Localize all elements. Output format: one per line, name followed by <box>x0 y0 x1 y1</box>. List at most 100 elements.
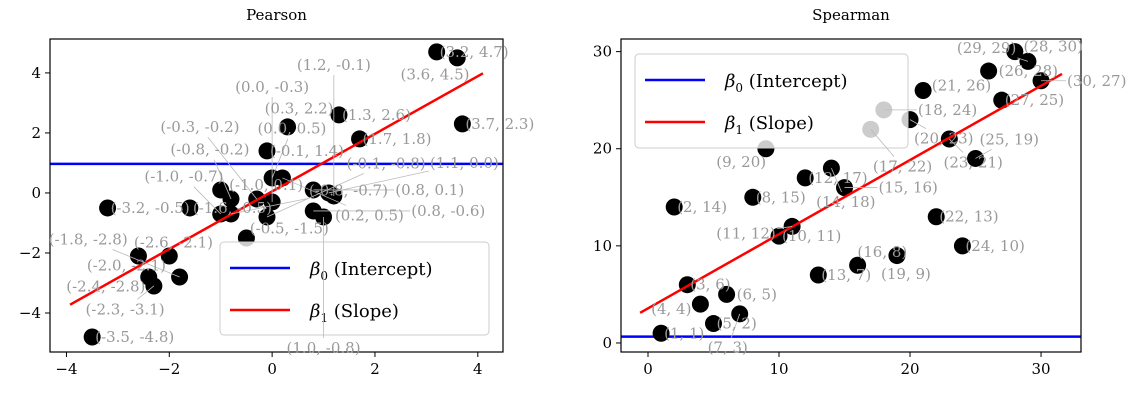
data-point <box>99 199 117 217</box>
legend-text: (Slope) <box>743 113 814 134</box>
label-leader-line <box>328 170 429 194</box>
data-point <box>809 266 827 284</box>
data-point <box>953 237 971 255</box>
data-point <box>351 130 369 148</box>
label-leader-line <box>230 198 308 215</box>
point-label: (18, 24) <box>918 101 977 119</box>
label-leader-line <box>137 285 155 300</box>
point-label: (1.2, -0.1) <box>297 56 371 74</box>
data-point <box>927 208 945 226</box>
point-label: (19, 9) <box>881 265 931 283</box>
point-label: (-0.5, -1.5) <box>250 219 329 237</box>
point-label: (3.7, 2.3) <box>465 115 534 133</box>
point-label: (15, 16) <box>879 179 938 197</box>
legend: β0 (Intercept) β1 (Slope) <box>219 241 490 336</box>
legend: β0 (Intercept) β1 (Slope) <box>634 53 909 149</box>
beta-subscript: 0 <box>735 81 743 95</box>
y-tick-label: 0 <box>31 184 41 202</box>
label-leader-line <box>831 168 842 193</box>
y-tick-label: 30 <box>593 43 612 61</box>
data-point <box>181 199 199 217</box>
y-tick-label: 4 <box>31 64 41 82</box>
data-point <box>258 142 276 160</box>
data-point <box>744 188 762 206</box>
legend-label: β1 (Slope) <box>309 301 399 325</box>
label-leader-line <box>776 226 793 230</box>
x-tick-label: −4 <box>55 360 77 378</box>
chart-title: Pearson <box>246 6 307 24</box>
x-tick-label: 0 <box>643 360 653 378</box>
legend-box <box>219 241 490 336</box>
data-point <box>129 247 147 265</box>
beta-subscript: 1 <box>320 311 328 325</box>
point-label: (1.3, 2.6) <box>342 106 411 124</box>
point-label: (0.8, -0.6) <box>411 202 485 220</box>
point-label: (0.8, 0.1) <box>395 181 464 199</box>
point-label: (-0.1, -0.8) <box>347 154 426 172</box>
beta-symbol: β <box>724 113 735 134</box>
point-label: (-1.8, -2.8) <box>49 230 128 248</box>
point-label: (0.0, 0.5) <box>257 120 326 138</box>
point-label: (24, 10) <box>965 237 1024 255</box>
point-label: (25, 19) <box>980 130 1039 148</box>
point-labels: (3.2, 4.7) (3.6, 4.5) (3.7, 2.3) (1.3, 2.6)… <box>49 43 535 357</box>
legend-label: β0 (Intercept) <box>724 71 848 95</box>
point-label: (-0.1, 1.4) <box>270 142 344 160</box>
point-label: (14, 18) <box>816 193 875 211</box>
point-label: (-2.4, -2.8) <box>66 277 145 295</box>
chart-title: Spearman <box>812 6 890 24</box>
point-label: (-0.3, -0.2) <box>160 118 239 136</box>
label-leader-line <box>271 138 289 179</box>
point-label: (-3.2, -0.5) <box>111 199 190 217</box>
point-label: (29, 29) <box>957 39 1016 57</box>
point-label: (13, 7) <box>821 266 871 284</box>
point-label: (0.2, 0.5) <box>335 206 404 224</box>
x-tick-label: 0 <box>267 360 277 378</box>
label-leader-line <box>949 138 964 153</box>
point-label: (1, 1) <box>664 324 704 342</box>
point-label: (7, 3) <box>708 339 748 357</box>
label-leader-line <box>730 313 741 338</box>
data-point <box>279 118 297 136</box>
point-label: (-1.0, 0.1) <box>229 176 303 194</box>
axes-frame <box>620 38 1082 353</box>
point-label: (-2.6, -2.1) <box>134 234 213 252</box>
slope-line <box>639 72 1063 314</box>
point-label: (9, 20) <box>716 153 766 171</box>
label-leader-line <box>213 159 232 200</box>
legend-box <box>634 53 909 149</box>
point-label: (12, 17) <box>808 169 867 187</box>
x-tick-label: −2 <box>158 360 180 378</box>
y-tick-label: 10 <box>593 237 612 255</box>
point-label: (21, 26) <box>932 77 991 95</box>
x-tick-label: 20 <box>900 360 919 378</box>
point-label: (0.3, 2.2) <box>265 100 334 118</box>
legend-label: β0 (Intercept) <box>309 259 433 283</box>
point-label: (1.0, -0.8) <box>287 339 361 357</box>
beta-subscript: 1 <box>735 123 743 137</box>
y-tick-label: 2 <box>31 124 41 142</box>
y-tick-label: 0 <box>602 334 612 352</box>
point-label: (-0.8, -0.2) <box>170 141 249 159</box>
point-label: (-0.8, -0.7) <box>309 181 388 199</box>
data-point <box>914 81 932 99</box>
y-tick-label: −4 <box>19 304 41 322</box>
data-point <box>691 295 709 313</box>
data-point <box>796 169 814 187</box>
x-tick-label: 30 <box>1031 360 1050 378</box>
label-leader-line <box>975 149 992 159</box>
point-label: (26, 28) <box>999 62 1058 80</box>
y-tick-label: −2 <box>19 244 41 262</box>
label-leader-line <box>1017 57 1029 62</box>
point-label: (2, 14) <box>677 198 727 216</box>
point-label: (-1.0, -0.7) <box>144 168 223 186</box>
plot-area <box>50 43 503 346</box>
beta-subscript: 0 <box>320 269 328 283</box>
data-point <box>704 315 722 333</box>
point-label: (10, 11) <box>782 227 841 245</box>
point-label: (1.1, 0.0) <box>430 154 499 172</box>
